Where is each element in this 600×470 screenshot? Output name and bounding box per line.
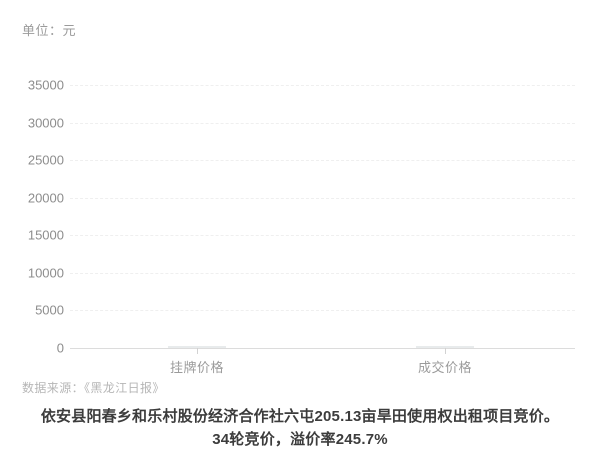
y-tick-label: 35000 — [27, 77, 64, 93]
gridline — [70, 310, 575, 312]
x-axis-label-gua-pai-jia-ge: 挂牌价格 — [169, 360, 225, 375]
y-tick-label: 25000 — [27, 152, 64, 168]
gridline — [70, 272, 575, 274]
y-tick-label: 20000 — [27, 190, 64, 206]
chart-unit-label: 单位：元 — [22, 23, 77, 38]
bar-gua-pai-jia-ge[interactable] — [168, 346, 226, 348]
y-axis: 35000 30000 25000 20000 15000 10000 5000… — [0, 78, 64, 356]
plot-area — [70, 85, 575, 348]
gridline — [70, 197, 575, 199]
x-axis-label-cheng-jiao-jia-ge: 成交价格 — [417, 360, 473, 375]
gridline — [70, 85, 575, 86]
bar-cheng-jiao-jia-ge[interactable] — [416, 346, 474, 348]
gridline — [70, 160, 575, 162]
x-axis-tick — [197, 348, 198, 354]
caption-line-1: 依安县阳春乡和乐村股份经济合作社六屯205.13亩旱田使用权出租项目竞价。 — [40, 408, 560, 425]
x-axis-line — [70, 348, 575, 349]
gridline — [70, 122, 575, 124]
y-tick-label: 15000 — [27, 227, 64, 243]
y-tick-label: 10000 — [27, 265, 64, 281]
gridline — [70, 235, 575, 237]
y-tick-label: 5000 — [35, 302, 64, 318]
caption-line-2: 34轮竞价，溢价率245.7% — [212, 431, 388, 448]
bar-chart: 35000 30000 25000 20000 15000 10000 5000… — [0, 78, 575, 375]
x-axis-tick — [445, 348, 446, 354]
data-source-note: 数据来源：《黑龙江日报》 — [22, 381, 165, 395]
chart-caption: 依安县阳春乡和乐村股份经济合作社六屯205.13亩旱田使用权出租项目竞价。 34… — [0, 405, 600, 451]
y-tick-label: 30000 — [27, 115, 64, 131]
y-tick-label: 0 — [56, 340, 64, 356]
